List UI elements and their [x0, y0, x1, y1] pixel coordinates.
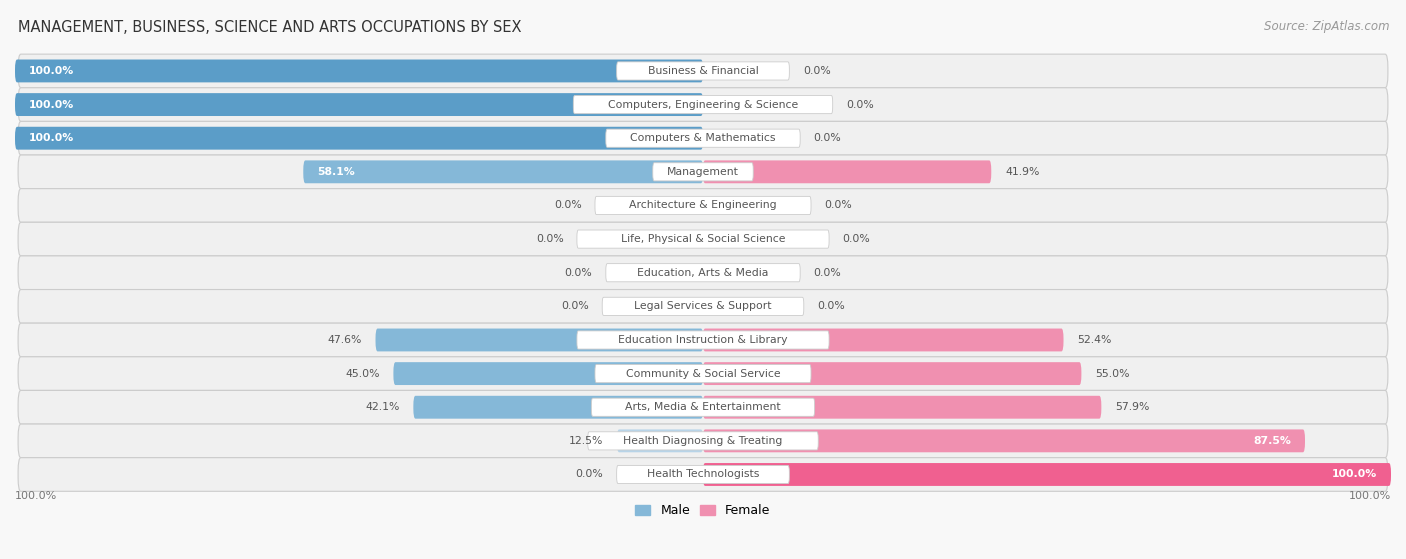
Text: Management: Management [666, 167, 740, 177]
Text: 0.0%: 0.0% [842, 234, 870, 244]
Text: Computers, Engineering & Science: Computers, Engineering & Science [607, 100, 799, 110]
Text: Architecture & Engineering: Architecture & Engineering [630, 201, 776, 210]
FancyBboxPatch shape [703, 329, 1063, 352]
Text: Community & Social Service: Community & Social Service [626, 368, 780, 378]
Text: 57.9%: 57.9% [1115, 402, 1150, 412]
FancyBboxPatch shape [576, 230, 830, 248]
FancyBboxPatch shape [15, 127, 703, 150]
FancyBboxPatch shape [18, 390, 1388, 424]
FancyBboxPatch shape [413, 396, 703, 419]
FancyBboxPatch shape [15, 93, 703, 116]
Text: 0.0%: 0.0% [803, 66, 831, 76]
FancyBboxPatch shape [375, 329, 703, 352]
FancyBboxPatch shape [18, 121, 1388, 155]
Text: 0.0%: 0.0% [536, 234, 564, 244]
FancyBboxPatch shape [602, 297, 804, 315]
FancyBboxPatch shape [595, 196, 811, 215]
Text: Business & Financial: Business & Financial [648, 66, 758, 76]
FancyBboxPatch shape [15, 59, 703, 82]
Text: 100.0%: 100.0% [28, 133, 75, 143]
Text: 0.0%: 0.0% [814, 133, 841, 143]
Text: 0.0%: 0.0% [817, 301, 845, 311]
FancyBboxPatch shape [576, 331, 830, 349]
Text: Legal Services & Support: Legal Services & Support [634, 301, 772, 311]
Text: 100.0%: 100.0% [15, 491, 58, 501]
FancyBboxPatch shape [617, 429, 703, 452]
FancyBboxPatch shape [595, 364, 811, 383]
FancyBboxPatch shape [592, 398, 814, 416]
FancyBboxPatch shape [394, 362, 703, 385]
Text: 0.0%: 0.0% [846, 100, 875, 110]
Text: 100.0%: 100.0% [1331, 470, 1378, 480]
FancyBboxPatch shape [617, 62, 789, 80]
Text: 0.0%: 0.0% [561, 301, 589, 311]
Text: Education Instruction & Library: Education Instruction & Library [619, 335, 787, 345]
Text: 100.0%: 100.0% [28, 100, 75, 110]
Text: Computers & Mathematics: Computers & Mathematics [630, 133, 776, 143]
FancyBboxPatch shape [703, 396, 1101, 419]
Legend: Male, Female: Male, Female [630, 499, 776, 522]
Text: 52.4%: 52.4% [1077, 335, 1112, 345]
Text: Health Diagnosing & Treating: Health Diagnosing & Treating [623, 436, 783, 446]
Text: 58.1%: 58.1% [316, 167, 354, 177]
Text: 0.0%: 0.0% [575, 470, 603, 480]
FancyBboxPatch shape [18, 323, 1388, 357]
FancyBboxPatch shape [652, 163, 754, 181]
FancyBboxPatch shape [18, 222, 1388, 256]
Text: 0.0%: 0.0% [554, 201, 582, 210]
FancyBboxPatch shape [606, 129, 800, 147]
FancyBboxPatch shape [18, 188, 1388, 222]
FancyBboxPatch shape [18, 256, 1388, 290]
Text: 47.6%: 47.6% [328, 335, 361, 345]
Text: 0.0%: 0.0% [824, 201, 852, 210]
Text: 100.0%: 100.0% [28, 66, 75, 76]
Text: 42.1%: 42.1% [366, 402, 399, 412]
Text: Education, Arts & Media: Education, Arts & Media [637, 268, 769, 278]
Text: 55.0%: 55.0% [1095, 368, 1129, 378]
Text: Source: ZipAtlas.com: Source: ZipAtlas.com [1264, 20, 1389, 32]
FancyBboxPatch shape [18, 155, 1388, 188]
FancyBboxPatch shape [703, 160, 991, 183]
Text: 87.5%: 87.5% [1253, 436, 1291, 446]
Text: 0.0%: 0.0% [565, 268, 592, 278]
FancyBboxPatch shape [703, 429, 1305, 452]
FancyBboxPatch shape [606, 264, 800, 282]
FancyBboxPatch shape [18, 290, 1388, 323]
Text: 41.9%: 41.9% [1005, 167, 1039, 177]
FancyBboxPatch shape [703, 362, 1081, 385]
FancyBboxPatch shape [18, 88, 1388, 121]
FancyBboxPatch shape [588, 432, 818, 450]
FancyBboxPatch shape [18, 357, 1388, 390]
FancyBboxPatch shape [18, 458, 1388, 491]
Text: Health Technologists: Health Technologists [647, 470, 759, 480]
Text: Arts, Media & Entertainment: Arts, Media & Entertainment [626, 402, 780, 412]
Text: 12.5%: 12.5% [569, 436, 603, 446]
FancyBboxPatch shape [703, 463, 1391, 486]
Text: Life, Physical & Social Science: Life, Physical & Social Science [621, 234, 785, 244]
Text: 45.0%: 45.0% [344, 368, 380, 378]
FancyBboxPatch shape [617, 466, 789, 484]
FancyBboxPatch shape [304, 160, 703, 183]
FancyBboxPatch shape [18, 424, 1388, 458]
Text: 0.0%: 0.0% [814, 268, 841, 278]
FancyBboxPatch shape [574, 96, 832, 113]
Text: MANAGEMENT, BUSINESS, SCIENCE AND ARTS OCCUPATIONS BY SEX: MANAGEMENT, BUSINESS, SCIENCE AND ARTS O… [18, 20, 522, 35]
FancyBboxPatch shape [18, 54, 1388, 88]
Text: 100.0%: 100.0% [1348, 491, 1391, 501]
